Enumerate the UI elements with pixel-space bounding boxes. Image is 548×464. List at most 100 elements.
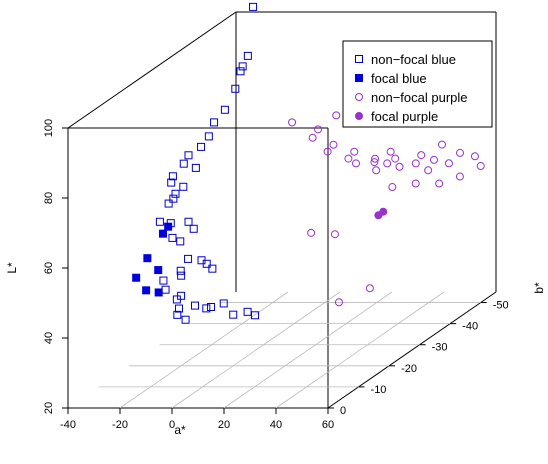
y-tick-label: -40 bbox=[462, 321, 478, 333]
x-axis-label: a* bbox=[174, 423, 186, 437]
data-point bbox=[476, 162, 485, 171]
box-edge-left-top bbox=[67, 11, 237, 129]
data-point bbox=[350, 147, 359, 156]
data-point bbox=[184, 151, 193, 160]
legend-label: non−focal blue bbox=[371, 52, 456, 67]
data-point bbox=[202, 259, 211, 268]
data-point bbox=[411, 159, 420, 168]
data-point bbox=[179, 159, 188, 168]
data-point bbox=[238, 62, 247, 71]
data-point bbox=[438, 140, 446, 149]
y-tick-label: -30 bbox=[432, 342, 448, 354]
data-point bbox=[332, 111, 341, 120]
data-point bbox=[184, 217, 193, 226]
data-points bbox=[132, 2, 485, 324]
x-tick-label: -40 bbox=[60, 419, 76, 431]
data-point bbox=[219, 299, 228, 308]
data-point bbox=[161, 285, 170, 294]
data-point bbox=[208, 264, 217, 273]
legend-label: non−focal purple bbox=[371, 90, 468, 105]
data-point bbox=[171, 189, 180, 198]
x-tick-label: 20 bbox=[218, 419, 230, 431]
series-1 bbox=[132, 222, 173, 297]
data-point bbox=[132, 273, 141, 282]
data-point bbox=[243, 307, 252, 316]
data-point bbox=[177, 291, 186, 300]
z-tick-label: 80 bbox=[43, 192, 55, 204]
legend-label: focal purple bbox=[371, 109, 438, 124]
x-axis-ticks: -40 -20 0 20 40 60 bbox=[60, 408, 334, 431]
z-tick-label: 60 bbox=[43, 262, 55, 274]
y-axis-label: b* bbox=[532, 282, 546, 294]
data-point bbox=[330, 230, 339, 239]
data-point bbox=[308, 133, 317, 142]
data-point bbox=[177, 271, 186, 280]
z-tick-label: 100 bbox=[43, 119, 55, 137]
grid-line-x bbox=[171, 291, 341, 409]
x-tick-label: 0 bbox=[169, 419, 175, 431]
data-point bbox=[176, 266, 185, 275]
data-point bbox=[352, 159, 360, 168]
data-point bbox=[411, 179, 420, 188]
data-point bbox=[395, 162, 404, 171]
floor-grid bbox=[98, 291, 481, 409]
data-point bbox=[168, 233, 177, 242]
y-tick-label: -20 bbox=[401, 363, 417, 375]
data-point bbox=[197, 142, 206, 151]
data-point bbox=[210, 118, 219, 127]
box-edge-right-bottom bbox=[327, 291, 497, 409]
data-point bbox=[329, 140, 338, 149]
data-point bbox=[417, 151, 426, 160]
data-point bbox=[371, 154, 380, 163]
x-tick-label: -20 bbox=[112, 419, 128, 431]
data-point bbox=[243, 51, 252, 60]
data-point bbox=[164, 222, 173, 231]
data-point bbox=[456, 148, 464, 157]
plot-box bbox=[67, 11, 497, 409]
z-axis-label: L* bbox=[5, 262, 19, 274]
data-point bbox=[386, 147, 395, 156]
grid-line-x bbox=[119, 291, 289, 409]
data-point bbox=[159, 276, 168, 285]
data-point bbox=[175, 304, 184, 313]
data-point bbox=[334, 298, 343, 307]
data-point bbox=[179, 182, 188, 191]
series-0 bbox=[155, 2, 260, 324]
data-point bbox=[251, 311, 260, 320]
data-point bbox=[314, 125, 323, 134]
data-point bbox=[229, 310, 238, 319]
data-point bbox=[207, 302, 216, 311]
data-point bbox=[288, 118, 297, 127]
data-point bbox=[202, 304, 211, 313]
y-tick-label: 0 bbox=[340, 405, 346, 417]
data-point bbox=[307, 228, 316, 237]
x-tick-label: 40 bbox=[270, 419, 282, 431]
z-tick-label: 40 bbox=[43, 332, 55, 344]
data-point bbox=[176, 237, 185, 246]
data-point bbox=[142, 286, 151, 295]
data-point bbox=[154, 288, 163, 297]
legend-marker bbox=[355, 93, 363, 101]
data-point bbox=[181, 315, 190, 324]
data-point bbox=[158, 229, 167, 238]
data-point bbox=[379, 207, 388, 216]
z-tick-label: 20 bbox=[43, 402, 55, 414]
z-axis-ticks: 20 40 60 80 100 bbox=[43, 119, 68, 414]
data-point bbox=[143, 254, 152, 263]
data-point bbox=[435, 179, 444, 188]
data-point bbox=[169, 194, 178, 203]
grid-line-x bbox=[275, 291, 445, 409]
data-point bbox=[236, 67, 245, 76]
legend-marker bbox=[355, 112, 363, 120]
data-point bbox=[370, 158, 379, 167]
data-point bbox=[424, 166, 433, 175]
data-point bbox=[173, 310, 182, 319]
series-2 bbox=[288, 111, 485, 307]
data-point bbox=[430, 155, 438, 164]
legend: non−focal blue focal blue non−focal purple… bbox=[342, 40, 493, 128]
data-point bbox=[155, 217, 164, 226]
data-point bbox=[189, 224, 198, 233]
y-tick-label: -10 bbox=[371, 384, 387, 396]
data-point bbox=[344, 154, 353, 163]
